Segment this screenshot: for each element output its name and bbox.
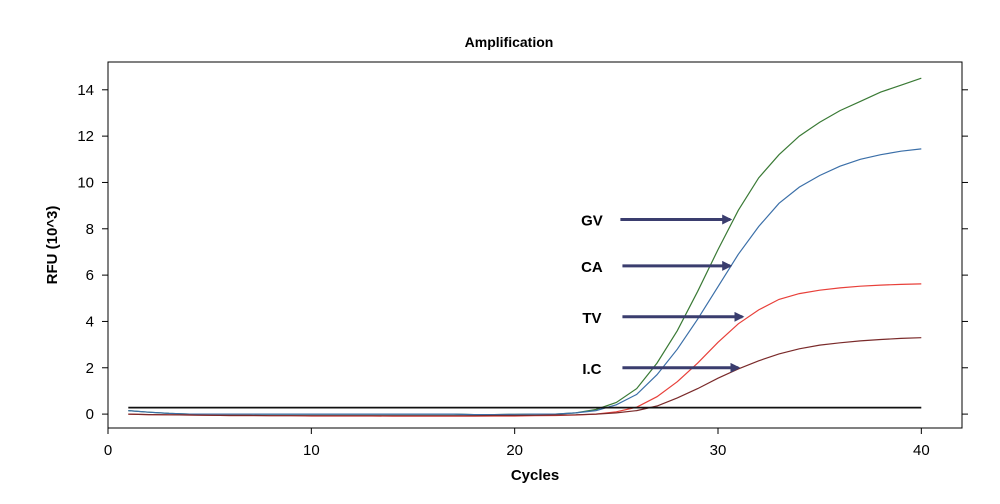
y-tick-label: 12 xyxy=(77,128,94,145)
x-axis-label: Cycles xyxy=(511,467,559,484)
y-tick-label: 6 xyxy=(86,267,94,284)
series-line-4 xyxy=(128,337,922,417)
y-axis: 0 2 4 6 8 10 12 14 xyxy=(77,82,968,423)
series-line-1 xyxy=(128,77,922,416)
y-tick-label: 2 xyxy=(86,360,94,377)
y-tick-label: 10 xyxy=(77,174,94,191)
x-tick-label: 0 xyxy=(104,442,112,459)
annotation-label: I.C xyxy=(582,361,601,378)
annotation-label: CA xyxy=(581,259,603,276)
x-tick-label: 30 xyxy=(710,442,727,459)
x-tick-label: 40 xyxy=(913,442,930,459)
y-tick-label: 4 xyxy=(86,313,94,330)
chart-title: Amplification xyxy=(465,34,554,50)
plot-frame xyxy=(107,61,963,429)
annotation-layer: GV CA TV I.C xyxy=(581,213,745,378)
x-axis: 0 10 20 30 40 xyxy=(104,428,930,459)
y-tick-label: 0 xyxy=(86,406,94,423)
x-tick-label: 10 xyxy=(303,442,320,459)
x-tick-label: 20 xyxy=(506,442,523,459)
annotation-label: GV xyxy=(581,213,603,230)
y-tick-label: 8 xyxy=(86,221,94,238)
series-layer xyxy=(128,77,922,417)
y-axis-label: RFU (10^3) xyxy=(44,206,61,285)
annotation-label: TV xyxy=(582,310,601,327)
series-line-2 xyxy=(128,148,922,416)
y-tick-label: 14 xyxy=(77,82,94,99)
series-line-3 xyxy=(128,283,922,417)
